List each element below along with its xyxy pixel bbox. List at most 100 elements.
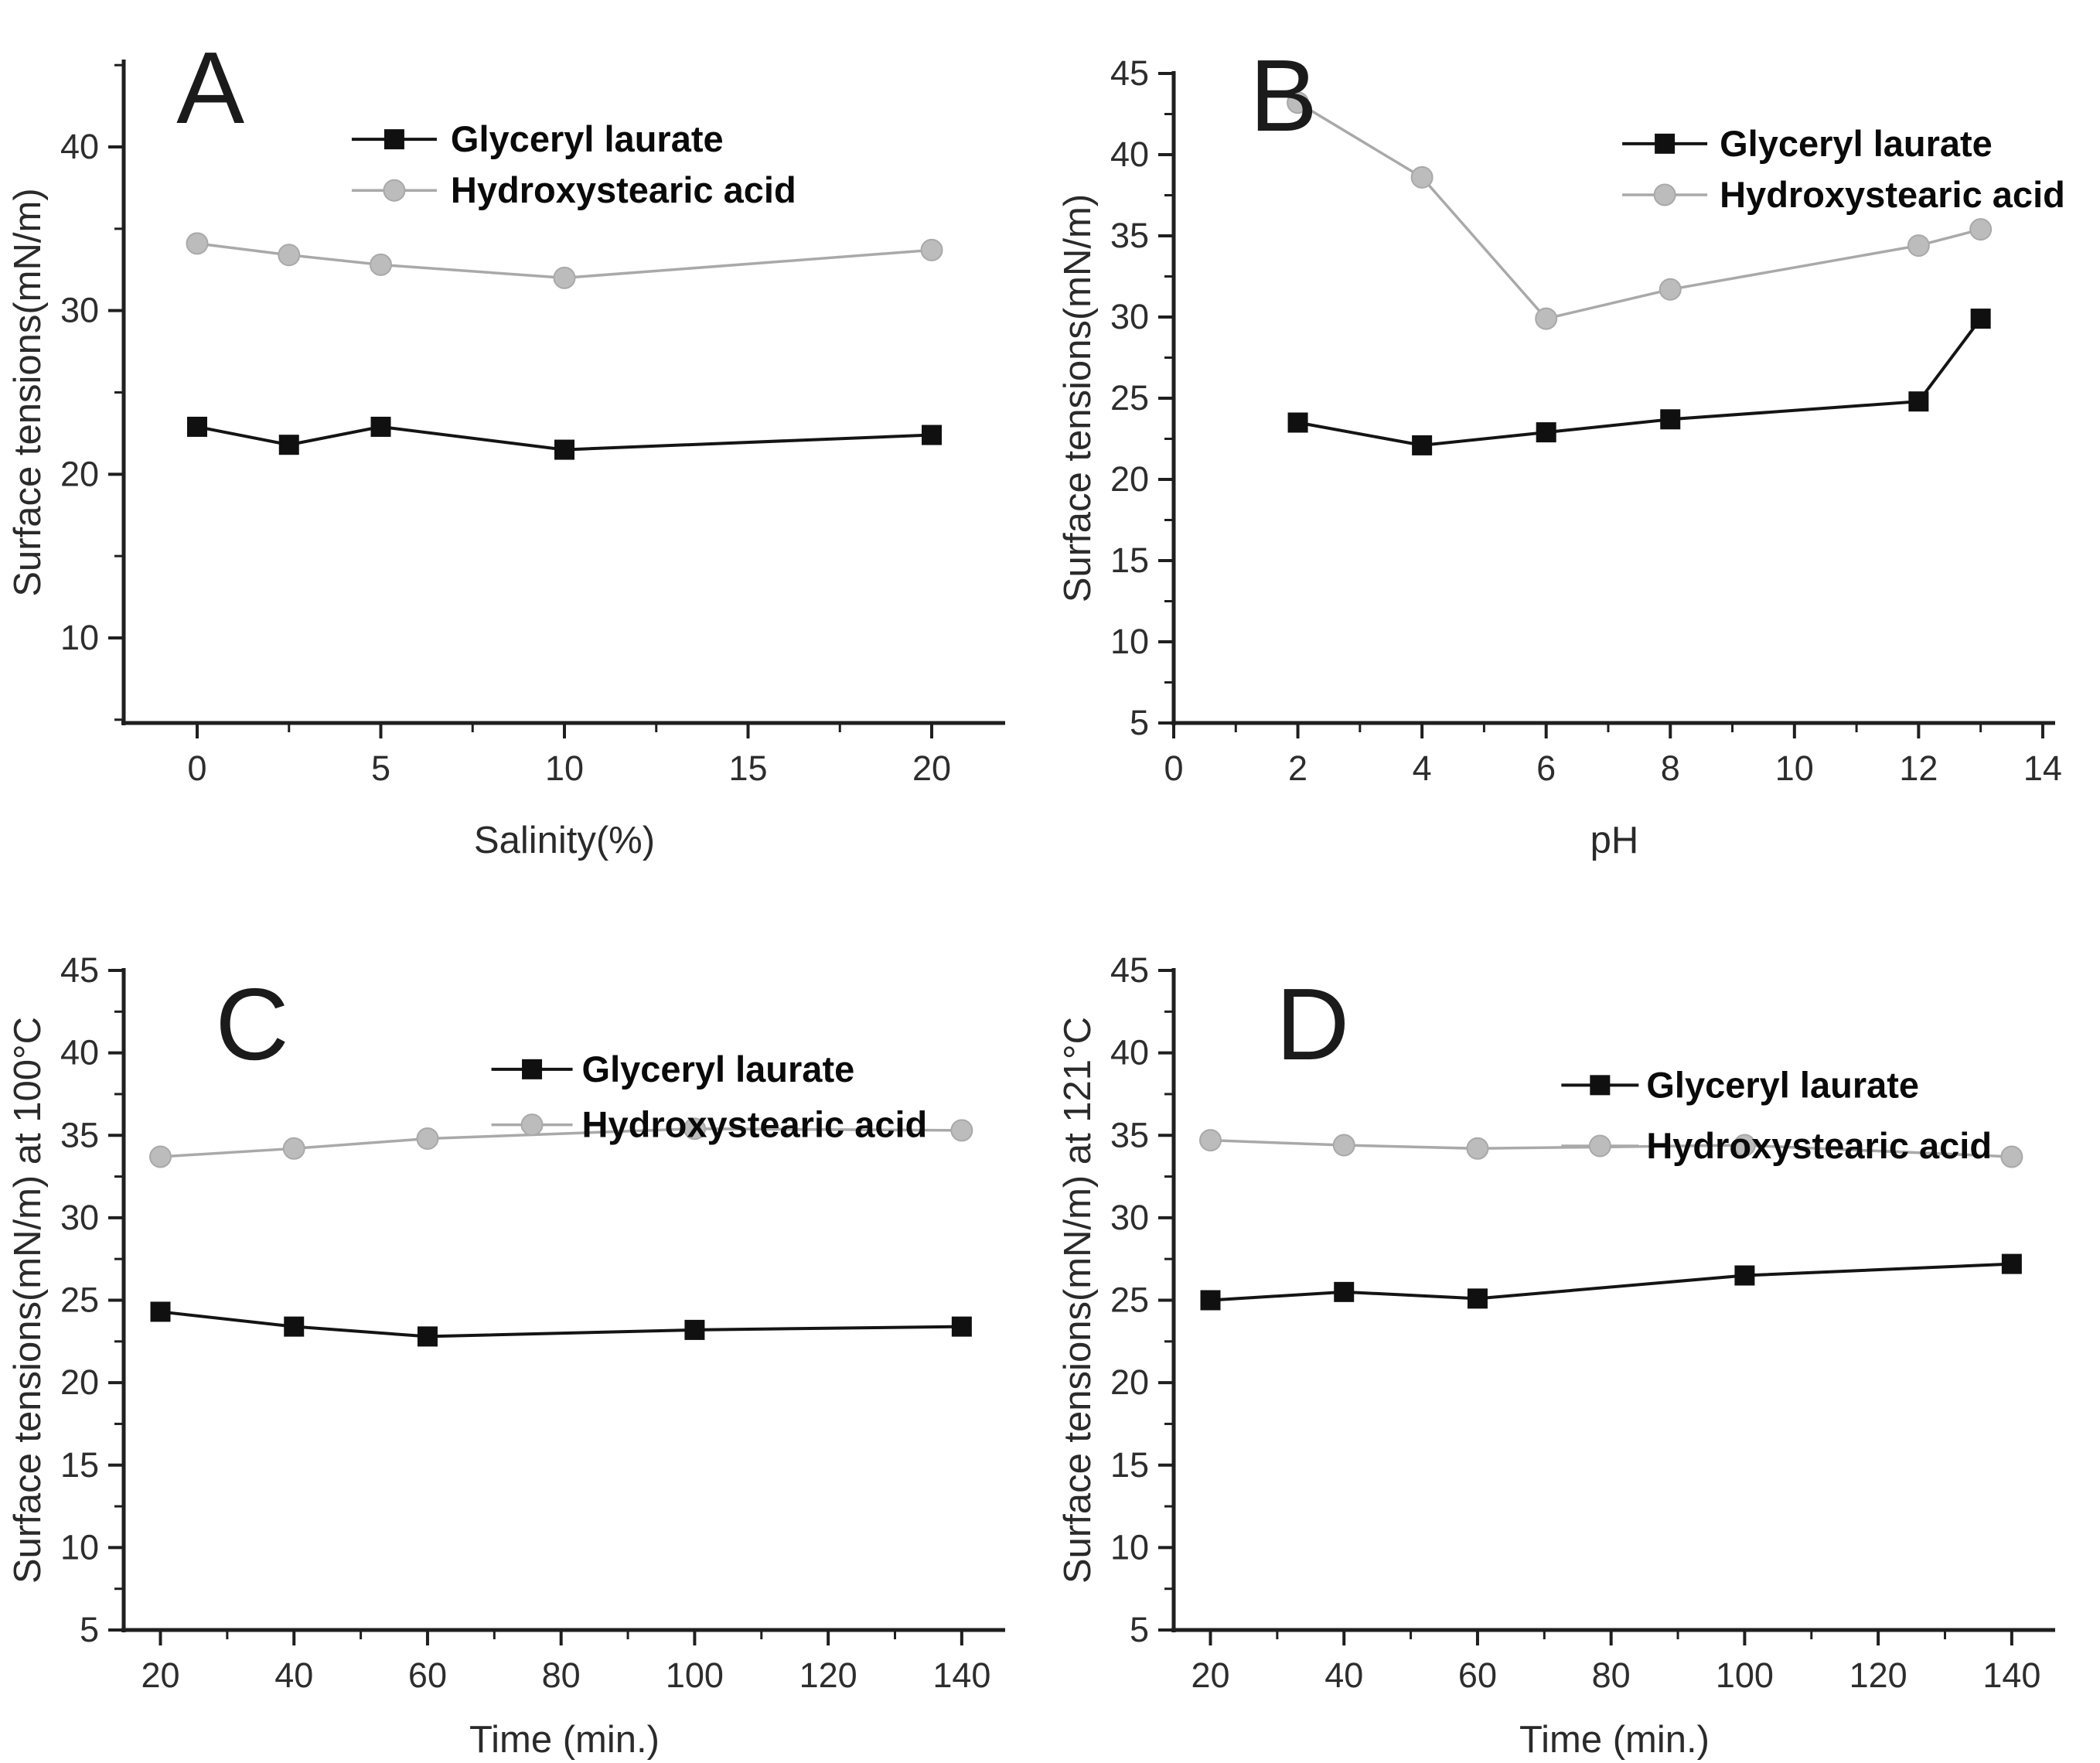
x-tick-label: 60: [1458, 1656, 1497, 1695]
x-tick-label: 40: [274, 1656, 313, 1695]
y-tick-label: 40: [1110, 135, 1149, 174]
y-tick-label: 30: [1110, 1198, 1149, 1237]
x-axis-label: Time (min.): [1519, 1719, 1710, 1761]
data-point-marker: [1970, 309, 1991, 329]
data-point-marker: [1467, 1288, 1488, 1309]
series-line: [1297, 317, 1982, 447]
y-tick-label: 30: [1110, 297, 1149, 336]
x-tick-label: 100: [666, 1656, 724, 1695]
data-point-marker: [150, 1301, 171, 1322]
legend-label: Hydroxystearic acid: [582, 1104, 928, 1145]
data-point-marker: [920, 238, 943, 261]
data-point-marker: [1536, 422, 1556, 443]
legend-label: Hydroxystearic acid: [1646, 1125, 1992, 1166]
y-tick-label: 45: [60, 950, 99, 990]
series-line: [160, 1310, 962, 1338]
y-tick-label: 40: [1110, 1033, 1149, 1072]
data-point-marker: [1908, 391, 1929, 412]
data-point-marker: [950, 1119, 973, 1142]
data-point-marker: [149, 1145, 172, 1168]
data-point-marker: [683, 1117, 706, 1141]
data-point-marker: [520, 1113, 544, 1137]
legend-label: Hydroxystearic acid: [451, 169, 796, 210]
y-tick-label: 20: [60, 1362, 99, 1402]
data-point-marker: [1466, 1137, 1489, 1160]
data-point-marker: [1332, 1134, 1355, 1157]
data-point-marker: [1412, 435, 1433, 455]
data-point-marker: [1969, 218, 1993, 241]
data-point-marker: [284, 1316, 305, 1337]
data-point-marker: [522, 1059, 543, 1079]
y-axis-label: Surface tensions(mN/m) at 121°C: [1057, 1017, 1099, 1584]
x-tick-label: 12: [1899, 749, 1938, 788]
series-line: [1210, 1262, 2012, 1302]
panel-c: 20 40 60 80 100 120 140 5 10 15 20 25 30 35 40 45 Time (…: [0, 882, 1050, 1763]
y-tick-label: 15: [60, 1445, 99, 1485]
y-tick-label: 30: [60, 1198, 99, 1237]
y-tick-label: 20: [60, 454, 99, 493]
x-tick-label: 10: [1775, 749, 1814, 788]
x-tick-label: 140: [1982, 1656, 2040, 1695]
x-tick-label: 20: [141, 1656, 179, 1695]
data-point-marker: [278, 244, 301, 267]
y-tick-label: 10: [60, 1527, 99, 1567]
data-point-marker: [383, 179, 406, 202]
data-point-marker: [553, 266, 576, 289]
x-tick-label: 140: [932, 1656, 990, 1695]
x-axis-label: Salinity(%): [474, 820, 655, 861]
data-point-marker: [1199, 1129, 1222, 1152]
legend-label: Glyceryl laurate: [1646, 1064, 1919, 1105]
x-tick-label: 120: [799, 1656, 857, 1695]
x-tick-label: 4: [1413, 749, 1432, 788]
data-point-marker: [416, 1127, 439, 1151]
x-axis-label: Time (min.): [469, 1719, 660, 1761]
data-point-marker: [1200, 1290, 1221, 1311]
data-point-marker: [1734, 1265, 1755, 1286]
y-tick-label: 25: [1110, 378, 1149, 418]
y-tick-label: 10: [60, 618, 99, 657]
y-tick-label: 10: [1110, 622, 1149, 661]
data-point-marker: [554, 439, 574, 460]
panel-a: 0 5 10 15 20 10 20 30 40 Salinity(%) Surface tensi…: [0, 0, 1050, 882]
data-point-marker: [1410, 165, 1434, 189]
chart-d-canvas: 20 40 60 80 100 120 140 5 10 15 20 25 30 35 40 45 Time (…: [1057, 950, 2055, 1761]
x-axis-label: pH: [1590, 820, 1639, 861]
data-point-marker: [1907, 234, 1930, 257]
y-tick-label: 45: [1110, 950, 1149, 990]
x-tick-label: 60: [408, 1656, 447, 1695]
x-tick-label: 100: [1716, 1656, 1774, 1695]
y-tick-label: 5: [1130, 703, 1149, 742]
data-point-marker: [370, 253, 392, 276]
x-tick-label: 20: [1191, 1656, 1229, 1695]
y-tick-label: 40: [60, 1033, 99, 1072]
data-point-marker: [282, 1137, 305, 1160]
x-tick-label: 0: [187, 749, 206, 788]
data-point-marker: [951, 1316, 972, 1337]
x-tick-label: 80: [542, 1656, 581, 1695]
legend-label: Glyceryl laurate: [582, 1049, 855, 1090]
panel-d: 20 40 60 80 100 120 140 5 10 15 20 25 30 35 40 45 Time (…: [1050, 882, 2100, 1763]
y-tick-label: 20: [1110, 1362, 1149, 1402]
data-point-marker: [1733, 1134, 1756, 1157]
y-tick-label: 25: [60, 1280, 99, 1320]
y-axis-label: Surface tensions(mN/m): [7, 188, 49, 596]
y-tick-label: 35: [60, 1115, 99, 1154]
data-point-marker: [1287, 91, 1310, 114]
data-point-marker: [384, 129, 404, 150]
legend-label: Glyceryl laurate: [451, 118, 724, 159]
data-point-marker: [684, 1319, 705, 1340]
data-point-marker: [417, 1326, 438, 1347]
chart-a-canvas: 0 5 10 15 20 10 20 30 40 Salinity(%) Surface tensi…: [7, 60, 1005, 861]
x-tick-label: 2: [1288, 749, 1307, 788]
x-tick-label: 15: [728, 749, 767, 788]
x-tick-label: 6: [1536, 749, 1556, 788]
panel-letter: B: [1249, 38, 1318, 152]
panel-letter: D: [1275, 967, 1350, 1082]
data-point-marker: [1334, 1281, 1355, 1302]
y-tick-label: 35: [1110, 216, 1149, 255]
y-tick-label: 20: [1110, 459, 1149, 499]
y-tick-label: 5: [1130, 1610, 1149, 1649]
data-point-marker: [370, 416, 391, 437]
panel-letter: A: [176, 30, 245, 145]
